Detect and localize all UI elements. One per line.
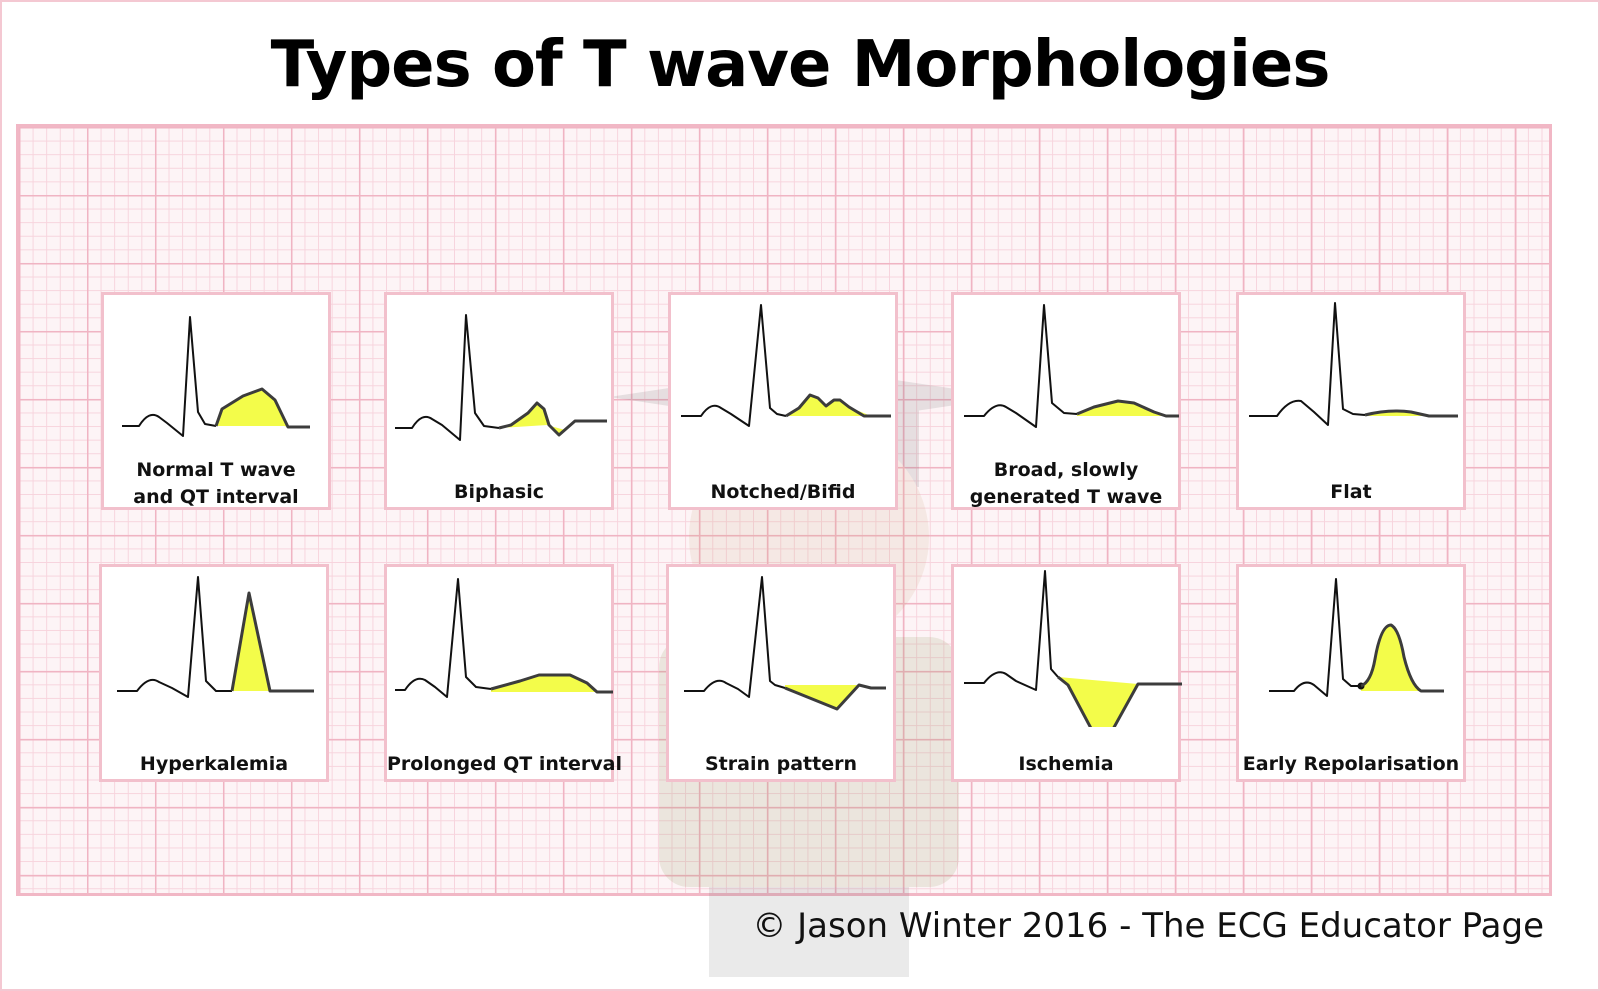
copyright-footer: © Jason Winter 2016 - The ECG Educator P…: [752, 906, 1544, 946]
panel-label: Prolonged QT interval: [387, 753, 622, 775]
flat-t-wave-ecg-trace-icon: [1249, 302, 1458, 426]
panel-label: Strain pattern: [705, 753, 857, 775]
panel-notched-bifid: Notched/Bifid: [668, 292, 898, 510]
panel-label: Ischemia: [1018, 753, 1114, 775]
strain-pattern-ecg-trace-icon: [684, 576, 886, 711]
panel-biphasic: Biphasic: [384, 292, 614, 510]
panel-label: Biphasic: [453, 481, 545, 503]
panel-broad-t-wave: Broad, slowly generated T wave: [951, 292, 1181, 510]
page-title: Types of T wave Morphologies: [270, 28, 1331, 102]
panel-flat: Flat: [1236, 292, 1466, 510]
ischemia-ecg-trace-icon: [964, 570, 1182, 727]
hyperkalemia-ecg-trace-icon: [117, 576, 314, 698]
early-repolarisation-ecg-trace-icon: [1269, 578, 1444, 697]
panel-label: Early Repolarisation: [1242, 753, 1460, 775]
panel-early-repolarisation: Early Repolarisation: [1236, 564, 1466, 782]
panel-prolonged-qt: Prolonged QT interval: [384, 564, 622, 782]
panel-strain-pattern: Strain pattern: [666, 564, 896, 782]
panel-hyperkalemia: Hyperkalemia: [99, 564, 329, 782]
broad-t-wave-ecg-trace-icon: [964, 304, 1179, 428]
notched-bifid-ecg-trace-icon: [681, 304, 891, 427]
normal-t-wave-ecg-trace-icon: [122, 316, 310, 437]
prolonged-qt-ecg-trace-icon: [395, 578, 613, 698]
panel-label: Notched/Bifid: [710, 481, 856, 503]
panel-label: Hyperkalemia: [139, 753, 289, 775]
panel-label: Broad, slowly generated T wave: [969, 459, 1163, 508]
panel-label: Flat: [1330, 481, 1372, 503]
panel-label: Normal T wave and QT interval: [133, 459, 299, 508]
panel-normal-t-wave: Normal T wave and QT interval: [101, 292, 331, 510]
biphasic-ecg-trace-icon: [395, 314, 607, 441]
panel-ischemia: Ischemia: [951, 564, 1182, 782]
